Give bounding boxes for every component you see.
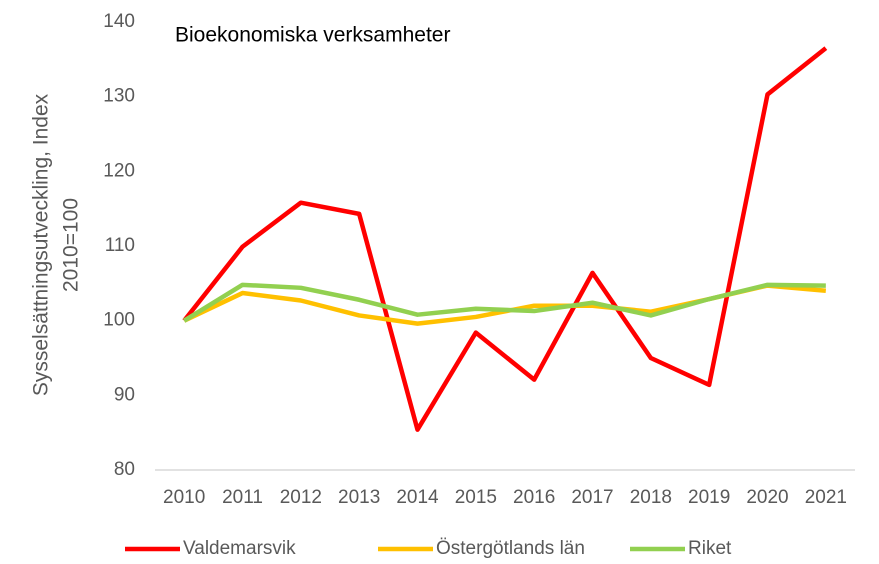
y-tick-label: 110 [105,235,135,256]
x-tick-label: 2018 [630,487,672,508]
y-tick-label: 120 [103,160,135,181]
x-tick-label: 2014 [396,487,439,508]
y-tick-label: 90 [114,384,135,405]
x-tick-label: 2019 [688,487,730,508]
y-tick-label: 80 [114,459,135,480]
x-tick-label: 2013 [338,487,380,508]
x-tick-label: 2012 [280,487,322,508]
legend-label: Östergötlands län [436,538,585,559]
y-axis-label: 2010=100 [60,198,83,292]
y-axis-label: Sysselsättningsutveckling, Index [30,93,53,396]
legend-label: Riket [688,538,732,559]
x-tick-label: 2020 [746,487,788,508]
legend-label: Valdemarsvik [183,538,296,559]
y-tick-label: 140 [103,11,135,32]
x-tick-label: 2017 [571,487,613,508]
x-tick-label: 2015 [455,487,497,508]
y-tick-label: 130 [103,86,135,107]
x-tick-label: 2016 [513,487,555,508]
line-series [182,282,826,323]
y-tick-label: 100 [103,310,135,331]
x-tick-label: 2011 [222,487,263,508]
x-tick-label: 2010 [163,487,205,508]
chart-title: Bioekonomiska verksamheter [175,24,450,47]
line-series [182,46,828,432]
x-tick-label: 2021 [805,487,847,508]
